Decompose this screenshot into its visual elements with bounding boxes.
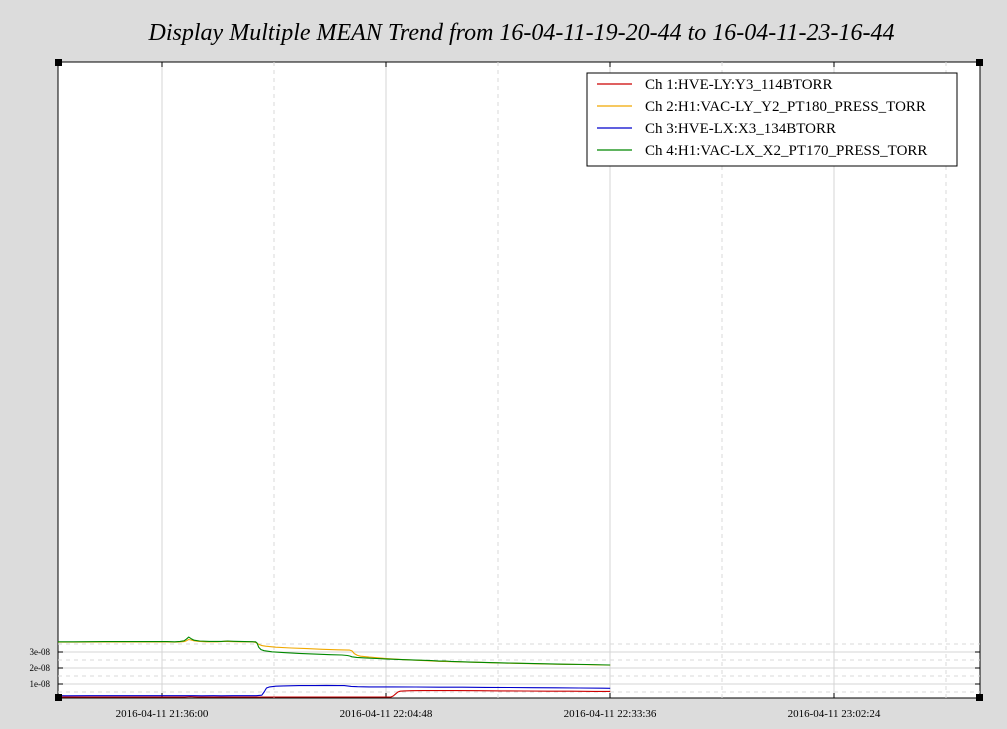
- corner-handle-br[interactable]: [976, 694, 983, 701]
- series-line-ch1: [58, 690, 611, 698]
- x-tick-label: 2016-04-11 23:02:24: [788, 708, 881, 720]
- y-tick-label: 1e-08: [30, 679, 51, 689]
- legend-label-ch4: Ch 4:H1:VAC-LX_X2_PT170_PRESS_TORR: [645, 143, 927, 159]
- x-axis-ticks: 2016-04-11 21:36:00 2016-04-11 22:04:48 20…: [116, 62, 881, 720]
- legend-label-ch3: Ch 3:HVE-LX:X3_134BTORR: [645, 121, 836, 137]
- y-axis-ticks: 1e-08 2e-08 3e-08: [30, 647, 980, 689]
- x-tick-label: 2016-04-11 22:33:36: [564, 708, 657, 720]
- legend: Ch 1:HVE-LY:Y3_114BTORR Ch 2:H1:VAC-LY_Y2…: [586, 72, 958, 167]
- legend-label-ch2: Ch 2:H1:VAC-LY_Y2_PT180_PRESS_TORR: [645, 99, 926, 115]
- corner-handle-bl[interactable]: [55, 694, 62, 701]
- series-line-ch3: [57, 684, 611, 697]
- legend-label-ch1: Ch 1:HVE-LY:Y3_114BTORR: [645, 77, 833, 93]
- x-tick-label: 2016-04-11 21:36:00: [116, 708, 209, 720]
- x-tick-label: 2016-04-11 22:04:48: [340, 708, 433, 720]
- y-tick-label: 2e-08: [30, 663, 51, 673]
- y-tick-label: 3e-08: [30, 647, 51, 657]
- corner-handles: [55, 59, 983, 701]
- corner-handle-tr[interactable]: [976, 59, 983, 66]
- grid-lines: [58, 62, 980, 698]
- plot-area: [57, 61, 981, 699]
- series-lines: [57, 636, 611, 698]
- legend-box: [586, 72, 958, 167]
- corner-handle-tl[interactable]: [55, 59, 62, 66]
- series-line-ch4: [58, 636, 611, 666]
- chart-title: Display Multiple MEAN Trend from 16-04-1…: [148, 20, 895, 46]
